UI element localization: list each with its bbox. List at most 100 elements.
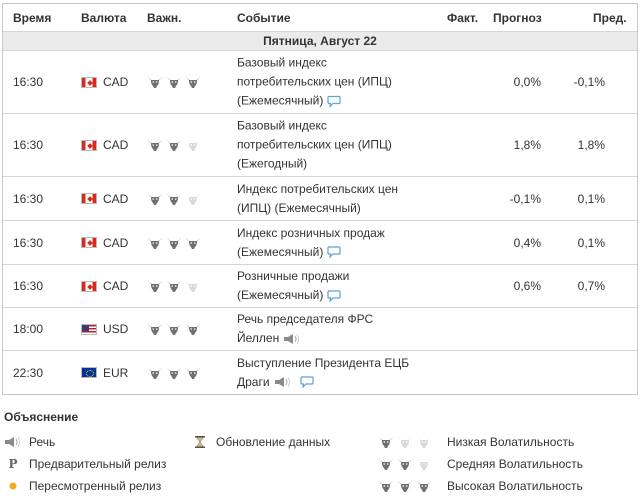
bull-icon bbox=[185, 366, 201, 380]
bull-icon bbox=[378, 479, 394, 493]
importance-bulls bbox=[147, 322, 201, 336]
canada-flag-icon bbox=[81, 193, 97, 204]
event-time: 16:30 bbox=[13, 235, 44, 250]
currency-code: EUR bbox=[103, 365, 129, 380]
importance-bulls bbox=[147, 75, 201, 89]
event-forecast: 0,6% bbox=[513, 279, 541, 293]
legend-high-label: Высокая Волатильность bbox=[447, 479, 583, 493]
event-name[interactable]: Базовый индекс потребительских цен (ИПЦ)… bbox=[237, 54, 417, 111]
low-volatility-bulls bbox=[378, 435, 432, 449]
event-previous: 0,1% bbox=[577, 235, 605, 250]
header-actual[interactable]: Факт. bbox=[447, 11, 479, 25]
event-title[interactable]: Выступление Президента ЕЦБ Драги bbox=[237, 355, 410, 389]
event-name[interactable]: Розничные продажи (Ежемесячный) bbox=[237, 267, 417, 305]
bull-icon bbox=[147, 138, 163, 152]
legend-low-volatility: Низкая Волатильность bbox=[378, 435, 574, 449]
canada-flag-icon bbox=[81, 280, 97, 292]
bull-icon bbox=[147, 192, 163, 206]
table-header: Время Валюта Важн. Событие Факт. Прогноз… bbox=[3, 4, 637, 32]
event-name[interactable]: Индекс розничных продаж (Ежемесячный) bbox=[237, 224, 417, 262]
event-row[interactable]: 22:30 EUR Выступление Президента ЕЦБ Драги bbox=[3, 351, 637, 394]
event-currency: CAD bbox=[81, 236, 128, 250]
legend: Объяснение Речь P Предварительный релиз … bbox=[4, 408, 638, 502]
header-importance[interactable]: Важн. bbox=[147, 11, 182, 25]
header-forecast[interactable]: Прогноз bbox=[493, 11, 542, 25]
event-previous: 0,1% bbox=[577, 191, 605, 206]
speech-bubble-icon[interactable] bbox=[299, 376, 314, 389]
event-row[interactable]: 16:30 CAD Индекс потребительских цен (ИПЦ)… bbox=[3, 177, 637, 221]
legend-revised: Пересмотренный релиз bbox=[4, 479, 161, 493]
bull-icon bbox=[166, 322, 182, 336]
bull-inactive-icon bbox=[397, 435, 413, 449]
speech-bubble-icon[interactable] bbox=[327, 246, 341, 259]
event-title[interactable]: Базовый индекс потребительских цен (ИПЦ)… bbox=[237, 55, 392, 108]
legend-medium-volatility: Средняя Волатильность bbox=[378, 457, 583, 471]
economic-calendar: Время Валюта Важн. Событие Факт. Прогноз… bbox=[2, 3, 638, 395]
bull-inactive-icon bbox=[416, 457, 432, 471]
event-forecast: -0,1% bbox=[509, 191, 541, 206]
speech-bubble-icon[interactable] bbox=[327, 290, 341, 302]
legend-speech: Речь bbox=[4, 435, 55, 449]
bull-icon bbox=[397, 457, 413, 471]
event-name[interactable]: Речь председателя ФРС Йеллен bbox=[237, 310, 417, 348]
header-time[interactable]: Время bbox=[13, 11, 52, 25]
canada-flag-icon bbox=[81, 237, 97, 248]
event-title[interactable]: Индекс розничных продаж (Ежемесячный) bbox=[237, 225, 385, 259]
event-time: 16:30 bbox=[13, 138, 44, 152]
event-row[interactable]: 16:30 CAD Базовый индекс потребительских ц… bbox=[3, 51, 637, 114]
hourglass-icon bbox=[191, 436, 209, 448]
currency-code: CAD bbox=[103, 75, 129, 89]
event-row[interactable]: 16:30 CAD Розничные продажи (Ежемесячный) 0… bbox=[3, 265, 637, 308]
bull-icon bbox=[147, 366, 163, 380]
event-row[interactable]: 16:30 CAD Базовый индекс потребительских ц… bbox=[3, 114, 637, 177]
legend-revised-label: Пересмотренный релиз bbox=[29, 479, 162, 493]
header-event[interactable]: Событие bbox=[237, 11, 291, 25]
bull-icon bbox=[166, 279, 182, 293]
usa-flag-icon bbox=[81, 323, 97, 335]
header-currency[interactable]: Валюта bbox=[81, 11, 127, 25]
event-row[interactable]: 16:30 CAD Индекс розничных продаж (Ежемеся… bbox=[3, 221, 637, 265]
event-title[interactable]: Розничные продажи (Ежемесячный) bbox=[237, 269, 350, 302]
bull-icon bbox=[185, 75, 201, 89]
event-title[interactable]: Базовый индекс потребительских цен (ИПЦ)… bbox=[237, 118, 392, 171]
event-time: 16:30 bbox=[13, 279, 44, 293]
speech-bubble-icon[interactable] bbox=[327, 95, 341, 108]
event-currency: USD bbox=[81, 322, 128, 336]
event-title[interactable]: Индекс потребительских цен (ИПЦ) (Ежемес… bbox=[237, 181, 399, 215]
event-forecast: 0,0% bbox=[513, 75, 541, 89]
revised-dot-icon bbox=[4, 482, 22, 490]
bull-icon bbox=[166, 366, 182, 380]
event-title[interactable]: Речь председателя ФРС Йеллен bbox=[237, 312, 374, 345]
bull-inactive-icon bbox=[185, 192, 201, 206]
bull-icon bbox=[185, 322, 201, 336]
preliminary-icon: P bbox=[8, 457, 18, 471]
bull-icon bbox=[166, 75, 182, 89]
day-separator: Пятница, Август 22 bbox=[3, 32, 637, 51]
canada-flag-icon bbox=[81, 76, 97, 88]
bull-icon bbox=[147, 236, 163, 250]
currency-code: CAD bbox=[103, 191, 129, 206]
events-list: 16:30 CAD Базовый индекс потребительских ц… bbox=[3, 51, 637, 394]
event-name[interactable]: Индекс потребительских цен (ИПЦ) (Ежемес… bbox=[237, 180, 417, 218]
legend-title: Объяснение bbox=[4, 410, 79, 424]
event-time: 22:30 bbox=[13, 365, 44, 380]
event-forecast: 0,4% bbox=[513, 235, 541, 250]
bull-icon bbox=[166, 236, 182, 250]
legend-data-update: Обновление данных bbox=[191, 435, 330, 449]
event-previous: 1,8% bbox=[577, 138, 605, 152]
canada-flag-icon bbox=[81, 139, 97, 151]
event-time: 18:00 bbox=[13, 322, 44, 336]
currency-code: CAD bbox=[103, 279, 129, 293]
bull-icon bbox=[378, 435, 394, 449]
currency-code: CAD bbox=[103, 138, 129, 152]
bull-icon bbox=[147, 279, 163, 293]
event-name[interactable]: Базовый индекс потребительских цен (ИПЦ)… bbox=[237, 117, 417, 174]
event-name[interactable]: Выступление Президента ЕЦБ Драги bbox=[237, 354, 417, 392]
event-time: 16:30 bbox=[13, 75, 44, 89]
event-row[interactable]: 18:00 USD Речь председателя ФРС Йеллен bbox=[3, 308, 637, 351]
bull-icon bbox=[166, 138, 182, 152]
importance-bulls bbox=[147, 192, 201, 206]
event-currency: EUR bbox=[81, 366, 128, 380]
header-previous[interactable]: Пред. bbox=[593, 11, 627, 25]
medium-volatility-bulls bbox=[378, 457, 432, 471]
